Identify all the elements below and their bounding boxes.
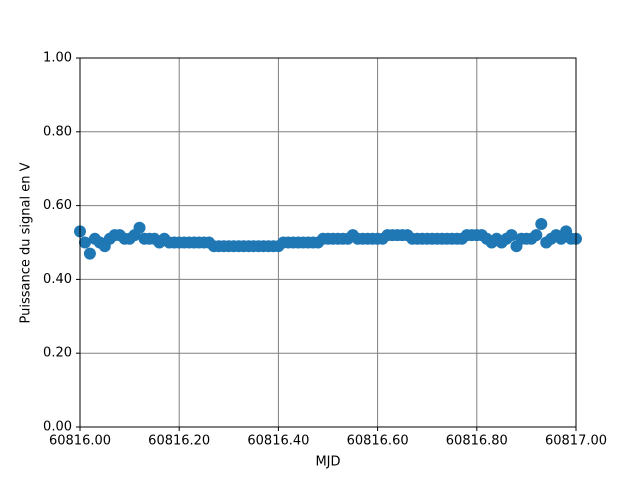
y-axis-label: Puissance du signal en V [19, 162, 34, 323]
point [83, 247, 96, 260]
point [133, 221, 146, 234]
x-axis-label: MJD [315, 455, 340, 470]
y-tick-label: 0.80 [43, 124, 72, 139]
y-tick-label: 0.20 [43, 346, 72, 361]
point [78, 236, 91, 249]
y-tick-label: 0.60 [43, 198, 72, 213]
x-tick-label: 60816.20 [148, 434, 210, 449]
x-tick-label: 60816.40 [247, 434, 309, 449]
point [535, 218, 548, 231]
plot-frame [79, 57, 577, 428]
y-tick-label: 1.00 [43, 51, 72, 66]
y-tick-label: 0.00 [43, 420, 72, 435]
x-tick-label: 60816.00 [49, 434, 111, 449]
x-tick-label: 60816.80 [446, 434, 508, 449]
point [530, 229, 543, 242]
point [505, 229, 518, 242]
y-tick-label: 0.40 [43, 272, 72, 287]
x-tick-label: 60817.00 [545, 434, 607, 449]
x-tick-label: 60816.60 [347, 434, 409, 449]
